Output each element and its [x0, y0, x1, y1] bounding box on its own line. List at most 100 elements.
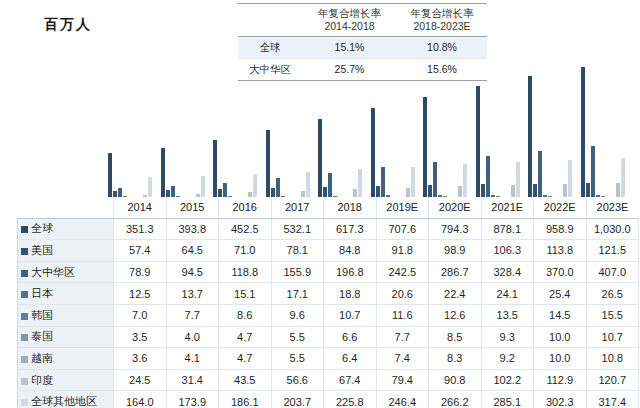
bar-group-2021E — [473, 60, 526, 198]
value-cell-美国-2015: 64.5 — [166, 240, 219, 262]
bar-全球-2022E — [528, 76, 532, 198]
value-cell-美国-2022E: 113.8 — [534, 240, 587, 262]
row-label-cell: 大中华区 — [18, 261, 114, 283]
cagr-header-title: 年复合增长率 — [397, 7, 487, 20]
row-label-cell: 印度 — [18, 369, 114, 391]
year-header-2015: 2015 — [166, 197, 219, 218]
legend-swatch-icon — [21, 248, 28, 255]
row-label: 越南 — [31, 352, 53, 364]
bar-大中华区-2021E — [486, 156, 490, 198]
value-cell-印度-2016: 43.5 — [219, 369, 272, 391]
value-cell-越南-2022E: 10.0 — [534, 348, 587, 370]
value-cell-韩国-2014: 7.0 — [114, 304, 167, 326]
value-cell-美国-2014: 57.4 — [114, 240, 167, 262]
table-row-美国: 美国57.464.571.078.184.891.898.9106.3113.8… — [18, 240, 639, 262]
value-cell-全球其他地区-2018: 225.8 — [324, 391, 377, 408]
bar-全球其他地区-2017 — [306, 172, 310, 198]
bar-全球-2021E — [476, 86, 480, 198]
value-cell-印度-2017: 56.6 — [271, 369, 324, 391]
row-label: 全球其他地区 — [31, 395, 97, 407]
cagr-value: 15.1% — [302, 41, 397, 54]
year-header-2014: 2014 — [114, 197, 167, 218]
table-row-印度: 印度24.531.443.556.667.479.490.8102.2112.9… — [18, 369, 639, 391]
value-cell-全球其他地区-2020E: 266.2 — [429, 391, 482, 408]
value-cell-泰国-2014: 3.5 — [114, 326, 167, 348]
value-cell-全球其他地区-2021E: 285.1 — [481, 391, 534, 408]
value-cell-美国-2018: 84.8 — [324, 240, 377, 262]
value-cell-泰国-2019E: 7.7 — [376, 326, 429, 348]
value-cell-全球-2016: 452.5 — [219, 218, 272, 240]
value-cell-全球-2019E: 707.6 — [376, 218, 429, 240]
table-row-泰国: 泰国3.54.04.75.56.67.78.59.310.010.7 — [18, 326, 639, 348]
value-cell-越南-2017: 5.5 — [271, 348, 324, 370]
value-cell-全球-2022E: 958.9 — [534, 218, 587, 240]
table-row-韩国: 韩国7.07.78.69.610.711.612.613.514.515.5 — [18, 304, 639, 326]
value-cell-日本-2020E: 22.4 — [429, 283, 482, 305]
bar-大中华区-2017 — [276, 178, 280, 198]
value-cell-日本-2023E: 26.5 — [586, 283, 639, 305]
bar-全球其他地区-2016 — [253, 174, 257, 198]
legend-swatch-icon — [21, 399, 28, 406]
value-cell-泰国-2017: 5.5 — [271, 326, 324, 348]
value-cell-印度-2015: 31.4 — [166, 369, 219, 391]
value-cell-泰国-2021E: 9.3 — [481, 326, 534, 348]
year-header-row: 201420152016201720182019E2020E2021E2022E… — [18, 197, 639, 218]
value-cell-全球其他地区-2016: 186.1 — [219, 391, 272, 408]
cagr-value: 10.8% — [397, 41, 487, 54]
value-cell-印度-2022E: 112.9 — [534, 369, 587, 391]
value-cell-美国-2016: 71.0 — [219, 240, 272, 262]
value-cell-全球其他地区-2022E: 302.3 — [534, 391, 587, 408]
bar-全球其他地区-2021E — [516, 162, 520, 198]
bar-美国-2021E — [481, 184, 485, 198]
value-cell-越南-2021E: 9.2 — [481, 348, 534, 370]
row-label: 韩国 — [31, 309, 53, 321]
row-label: 泰国 — [31, 330, 53, 342]
row-label: 美国 — [31, 244, 53, 256]
bar-大中华区-2019E — [381, 167, 385, 198]
bar-印度-2023E — [616, 183, 620, 198]
row-label: 全球 — [31, 222, 53, 234]
bar-大中华区-2022E — [538, 151, 542, 198]
bar-全球-2018 — [318, 119, 322, 198]
bar-全球-2015 — [161, 148, 165, 198]
value-cell-大中华区-2022E: 370.0 — [534, 261, 587, 283]
value-cell-全球其他地区-2019E: 246.4 — [376, 391, 429, 408]
table-row-越南: 越南3.64.14.75.56.47.48.39.210.010.8 — [18, 348, 639, 370]
cagr-row-global: 全球 15.1% 10.8% — [238, 37, 487, 58]
value-cell-越南-2019E: 7.4 — [376, 348, 429, 370]
table-row-大中华区: 大中华区78.994.5118.8155.9196.8242.5286.7328… — [18, 261, 639, 283]
bar-全球-2019E — [371, 108, 375, 198]
value-cell-大中华区-2019E: 242.5 — [376, 261, 429, 283]
bar-全球其他地区-2015 — [201, 176, 205, 198]
value-cell-越南-2014: 3.6 — [114, 348, 167, 370]
table-body: 全球351.3393.8452.5532.1617.3707.6794.3878… — [18, 218, 639, 408]
legend-swatch-icon — [21, 334, 28, 341]
row-label: 大中华区 — [31, 266, 75, 278]
value-cell-美国-2017: 78.1 — [271, 240, 324, 262]
row-label: 日本 — [31, 287, 53, 299]
legend-swatch-icon — [21, 291, 28, 298]
bar-全球-2020E — [423, 97, 427, 198]
bar-大中华区-2023E — [591, 146, 595, 198]
value-cell-大中华区-2018: 196.8 — [324, 261, 377, 283]
value-cell-美国-2023E: 121.5 — [586, 240, 639, 262]
year-header-2018: 2018 — [324, 197, 377, 218]
value-cell-越南-2018: 6.4 — [324, 348, 377, 370]
value-cell-美国-2019E: 91.8 — [376, 240, 429, 262]
value-cell-大中华区-2020E: 286.7 — [429, 261, 482, 283]
year-header-2021E: 2021E — [481, 197, 534, 218]
value-cell-泰国-2015: 4.0 — [166, 326, 219, 348]
year-header-2020E: 2020E — [429, 197, 482, 218]
table-corner-cell — [18, 197, 114, 218]
value-cell-泰国-2022E: 10.0 — [534, 326, 587, 348]
bar-全球-2016 — [213, 140, 217, 198]
bar-大中华区-2020E — [433, 162, 437, 198]
value-cell-全球-2017: 532.1 — [271, 218, 324, 240]
value-cell-日本-2017: 17.1 — [271, 283, 324, 305]
value-cell-泰国-2018: 6.6 — [324, 326, 377, 348]
bar-group-2018 — [315, 60, 368, 198]
value-cell-韩国-2018: 10.7 — [324, 304, 377, 326]
row-label-cell: 泰国 — [18, 326, 114, 348]
value-cell-印度-2021E: 102.2 — [481, 369, 534, 391]
bar-group-2016 — [210, 60, 263, 198]
